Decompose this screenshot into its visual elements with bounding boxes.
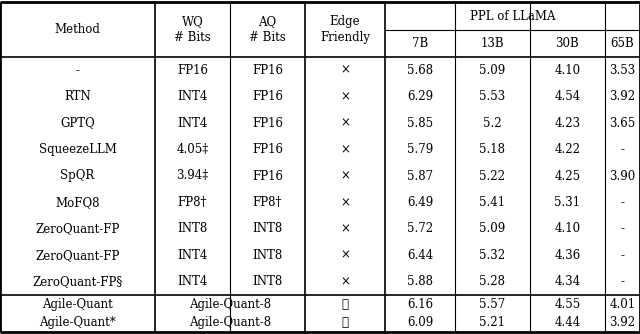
Text: 5.28: 5.28	[479, 275, 506, 288]
Text: 3.90: 3.90	[609, 169, 636, 182]
Text: 5.18: 5.18	[479, 143, 506, 156]
Text: 6.49: 6.49	[407, 196, 433, 209]
Text: SqueezeLLM: SqueezeLLM	[38, 143, 116, 156]
Text: ×: ×	[340, 90, 350, 103]
Text: FP16: FP16	[177, 64, 208, 77]
Text: 5.72: 5.72	[407, 222, 433, 235]
Text: ×: ×	[340, 169, 350, 182]
Text: 6.09: 6.09	[407, 316, 433, 329]
Text: INT8: INT8	[177, 222, 207, 235]
Text: 30B: 30B	[556, 37, 579, 50]
Text: WQ
# Bits: WQ # Bits	[174, 15, 211, 44]
Text: 3.92: 3.92	[609, 90, 636, 103]
Text: 6.16: 6.16	[407, 298, 433, 311]
Text: RTN: RTN	[64, 90, 91, 103]
Text: ×: ×	[340, 117, 350, 130]
Text: 4.23: 4.23	[554, 117, 580, 130]
Text: INT8: INT8	[252, 275, 283, 288]
Text: ×: ×	[340, 275, 350, 288]
Text: SpQR: SpQR	[60, 169, 95, 182]
Text: PPL of LLaMA: PPL of LLaMA	[470, 9, 556, 22]
Text: -: -	[621, 275, 625, 288]
Text: ✓: ✓	[342, 298, 349, 311]
Text: 3.92: 3.92	[609, 316, 636, 329]
Text: 4.10: 4.10	[554, 64, 580, 77]
Text: 4.25: 4.25	[554, 169, 580, 182]
Text: 4.44: 4.44	[554, 316, 580, 329]
Text: 4.36: 4.36	[554, 249, 580, 262]
Text: Method: Method	[54, 23, 100, 36]
Text: 5.09: 5.09	[479, 222, 506, 235]
Text: Agile-Quant-8: Agile-Quant-8	[189, 298, 271, 311]
Text: 5.88: 5.88	[407, 275, 433, 288]
Text: FP16: FP16	[252, 90, 283, 103]
Text: INT8: INT8	[252, 222, 283, 235]
Text: 3.53: 3.53	[609, 64, 636, 77]
Text: 5.53: 5.53	[479, 90, 506, 103]
Text: 4.05‡: 4.05‡	[177, 143, 209, 156]
Text: 4.55: 4.55	[554, 298, 580, 311]
Text: 5.57: 5.57	[479, 298, 506, 311]
Text: FP16: FP16	[252, 117, 283, 130]
Text: 5.32: 5.32	[479, 249, 506, 262]
Text: 5.31: 5.31	[554, 196, 580, 209]
Text: FP16: FP16	[252, 169, 283, 182]
Text: 4.01: 4.01	[609, 298, 636, 311]
Text: 65B: 65B	[611, 37, 634, 50]
Text: MoFQ8: MoFQ8	[55, 196, 100, 209]
Text: FP8†: FP8†	[178, 196, 207, 209]
Text: 4.34: 4.34	[554, 275, 580, 288]
Text: AQ
# Bits: AQ # Bits	[249, 15, 286, 44]
Text: 3.94‡: 3.94‡	[177, 169, 209, 182]
Text: ×: ×	[340, 64, 350, 77]
Text: FP16: FP16	[252, 64, 283, 77]
Text: 3.65: 3.65	[609, 117, 636, 130]
Text: ZeroQuant-FP: ZeroQuant-FP	[35, 222, 120, 235]
Text: 7B: 7B	[412, 37, 428, 50]
Text: 4.10: 4.10	[554, 222, 580, 235]
Text: INT4: INT4	[177, 117, 208, 130]
Text: INT4: INT4	[177, 90, 208, 103]
Text: 5.41: 5.41	[479, 196, 506, 209]
Text: 5.09: 5.09	[479, 64, 506, 77]
Text: INT8: INT8	[252, 249, 283, 262]
Text: 5.85: 5.85	[407, 117, 433, 130]
Text: INT4: INT4	[177, 249, 208, 262]
Text: ×: ×	[340, 143, 350, 156]
Text: -: -	[621, 249, 625, 262]
Text: FP16: FP16	[252, 143, 283, 156]
Text: INT4: INT4	[177, 275, 208, 288]
Text: 5.68: 5.68	[407, 64, 433, 77]
Text: -: -	[621, 143, 625, 156]
Text: 5.21: 5.21	[479, 316, 506, 329]
Text: -: -	[76, 64, 79, 77]
Text: 5.79: 5.79	[407, 143, 433, 156]
Text: -: -	[621, 196, 625, 209]
Text: 4.54: 4.54	[554, 90, 580, 103]
Text: Agile-Quant: Agile-Quant	[42, 298, 113, 311]
Text: 5.87: 5.87	[407, 169, 433, 182]
Text: FP8†: FP8†	[253, 196, 282, 209]
Text: Agile-Quant-8: Agile-Quant-8	[189, 316, 271, 329]
Text: ×: ×	[340, 249, 350, 262]
Text: Agile-Quant*: Agile-Quant*	[39, 316, 116, 329]
Text: 6.44: 6.44	[407, 249, 433, 262]
Text: 6.29: 6.29	[407, 90, 433, 103]
Text: 13B: 13B	[481, 37, 504, 50]
Text: GPTQ: GPTQ	[60, 117, 95, 130]
Text: 5.2: 5.2	[483, 117, 502, 130]
Text: ✓: ✓	[342, 316, 349, 329]
Text: ZeroQuant-FP§: ZeroQuant-FP§	[33, 275, 123, 288]
Text: 5.22: 5.22	[479, 169, 506, 182]
Text: ZeroQuant-FP: ZeroQuant-FP	[35, 249, 120, 262]
Text: ×: ×	[340, 222, 350, 235]
Text: Edge
Friendly: Edge Friendly	[320, 15, 370, 44]
Text: 4.22: 4.22	[554, 143, 580, 156]
Text: -: -	[621, 222, 625, 235]
Text: ×: ×	[340, 196, 350, 209]
